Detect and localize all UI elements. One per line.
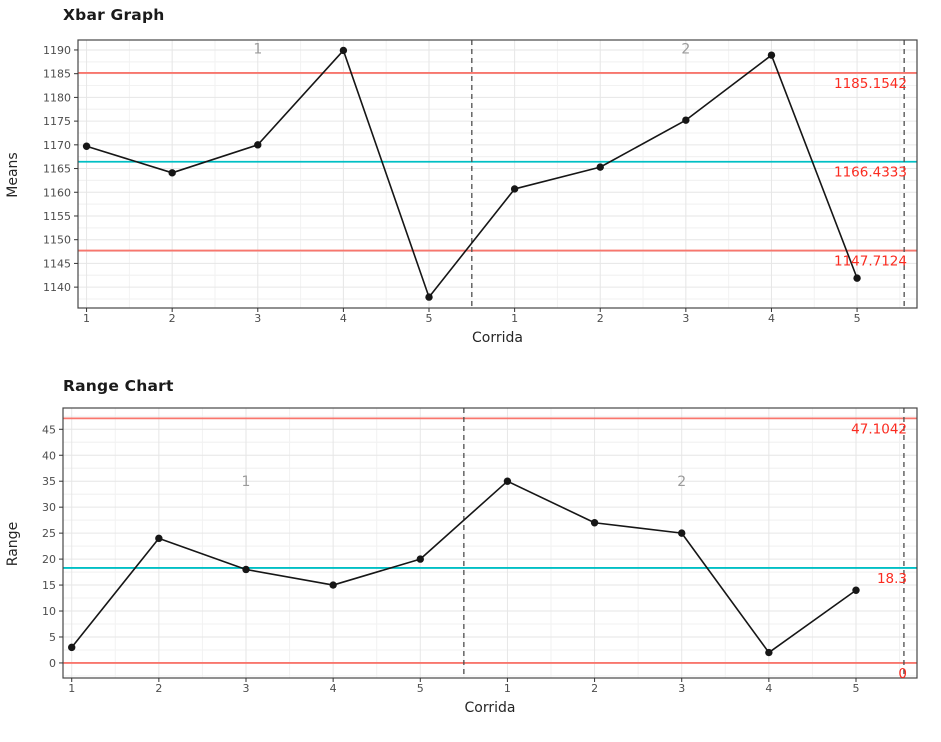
data-point <box>767 51 776 59</box>
y-tick-label: 1140 <box>43 281 71 294</box>
x-tick-label: 4 <box>768 312 775 325</box>
data-point <box>765 648 773 657</box>
y-tick-label: 45 <box>42 423 56 436</box>
data-point <box>853 274 861 282</box>
data-point <box>596 163 604 171</box>
xbar-chart-title: Xbar Graph <box>63 6 165 24</box>
data-point <box>68 643 76 652</box>
panel-border <box>77 39 918 309</box>
x-tick-label: 1 <box>83 312 90 325</box>
data-point <box>678 529 686 537</box>
x-tick-label: 5 <box>426 312 433 325</box>
range-chart-title: Range Chart <box>63 377 174 395</box>
y-tick-label: 1160 <box>43 186 71 199</box>
series-line <box>86 49 858 298</box>
x-tick-label: 4 <box>765 682 772 695</box>
y-tick-label: 25 <box>42 527 56 540</box>
panel-background <box>78 40 917 308</box>
x-tick-label: 1 <box>511 312 518 325</box>
data-point <box>590 519 599 527</box>
data-point <box>416 555 424 563</box>
lower_limit-value-label: 0 <box>898 666 907 682</box>
data-point <box>852 586 860 594</box>
center_line-value-label: 1166.4333 <box>834 165 907 181</box>
y-tick-label: 35 <box>42 475 56 488</box>
x-tick-label: 2 <box>591 682 598 695</box>
y-tick-label: 1150 <box>43 234 71 247</box>
x-tick-label: 2 <box>155 682 162 695</box>
y-tick-label: 1180 <box>43 91 71 104</box>
xbar-plot: 1 2 1 2 3 4 5 1 2 3 4 5 1140 1145 1150 1155 1160 1165 1170… <box>43 39 918 325</box>
y-tick-label: 1155 <box>43 210 71 223</box>
y-tick-label: 1145 <box>43 257 71 270</box>
y-tick-label: 30 <box>42 501 56 514</box>
data-point <box>168 169 176 177</box>
y-tick-label: 1185 <box>43 68 71 81</box>
y-tick-label: 1165 <box>43 163 71 176</box>
x-tick-label: 2 <box>597 312 604 325</box>
x-tick-label: 3 <box>243 682 250 695</box>
x-tick-label: 3 <box>678 682 685 695</box>
x-tick-label: 3 <box>682 312 689 325</box>
xbar-x-axis-title: Corrida <box>472 330 523 346</box>
data-point <box>339 46 348 55</box>
y-tick-label: 20 <box>42 553 56 566</box>
y-tick-label: 1190 <box>43 44 71 57</box>
range-x-axis-title: Corrida <box>464 700 516 716</box>
center_line-value-label: 18.3 <box>877 571 907 587</box>
data-point <box>503 477 512 485</box>
x-tick-label: 5 <box>417 682 424 695</box>
data-point <box>82 142 91 150</box>
lower_limit-value-label: 1147.7124 <box>834 254 907 270</box>
panel-background <box>63 408 917 678</box>
upper_limit-value-label: 47.1042 <box>851 421 907 437</box>
y-tick-label: 5 <box>49 631 56 644</box>
upper_limit-value-label: 1185.1542 <box>834 76 907 92</box>
y-tick-label: 1175 <box>43 115 71 128</box>
y-tick-label: 1170 <box>43 139 71 152</box>
x-tick-label: 3 <box>254 312 261 325</box>
data-point <box>329 581 337 589</box>
data-point <box>510 185 519 193</box>
y-tick-label: 40 <box>42 449 56 462</box>
data-point <box>242 565 250 574</box>
group-label: 2 <box>681 42 690 58</box>
series-line <box>71 480 857 654</box>
x-tick-label: 1 <box>68 682 75 695</box>
y-tick-label: 0 <box>49 657 56 670</box>
x-tick-label: 2 <box>169 312 176 325</box>
group-label: 2 <box>677 474 686 490</box>
x-tick-label: 4 <box>340 312 347 325</box>
x-tick-label: 5 <box>854 312 861 325</box>
data-point <box>155 534 163 543</box>
y-tick-label: 15 <box>42 579 56 592</box>
x-tick-label: 5 <box>853 682 860 695</box>
x-tick-label: 1 <box>504 682 511 695</box>
panel-border <box>62 407 918 679</box>
group-label: 1 <box>253 42 262 58</box>
data-point <box>425 293 433 301</box>
group-label: 1 <box>242 474 251 490</box>
y-tick-label: 10 <box>42 605 56 618</box>
data-point <box>682 116 690 124</box>
data-point <box>254 141 262 149</box>
x-tick-label: 4 <box>330 682 337 695</box>
